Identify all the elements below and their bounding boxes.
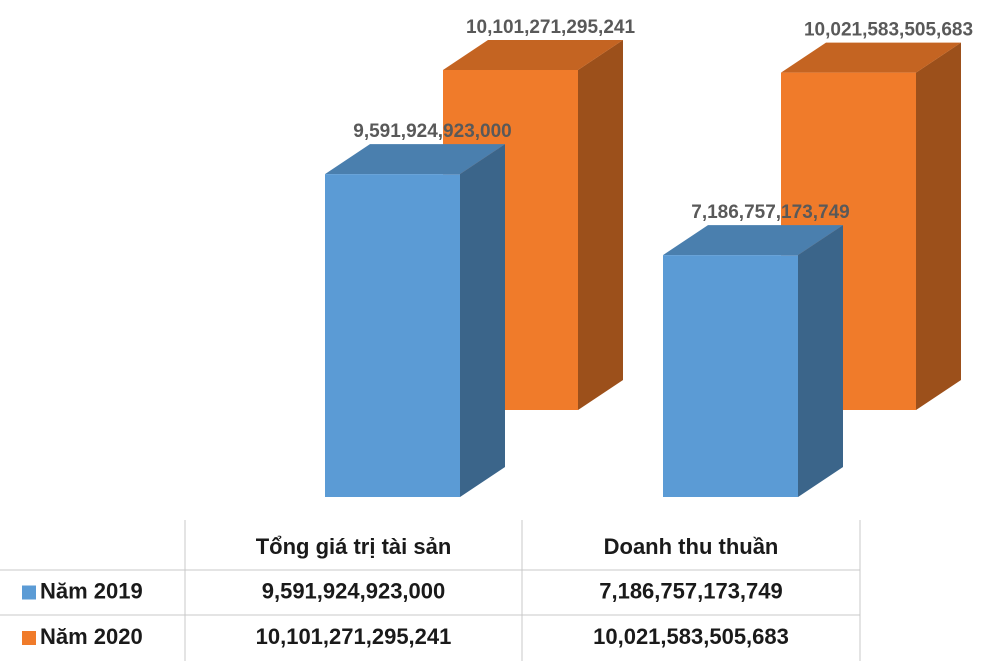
bar-face bbox=[325, 144, 505, 175]
bar-face bbox=[460, 144, 505, 497]
data-label: 9,591,924,923,000 bbox=[353, 121, 512, 142]
bar-face bbox=[781, 42, 961, 73]
legend-swatch bbox=[22, 631, 36, 645]
bar-face bbox=[578, 40, 623, 410]
table-cell: 9,591,924,923,000 bbox=[262, 578, 446, 603]
table-header: Tổng giá trị tài sản bbox=[256, 534, 452, 559]
bar-face bbox=[578, 40, 623, 410]
bar-face bbox=[443, 40, 623, 70]
bar-face bbox=[663, 225, 843, 256]
bar-face bbox=[916, 42, 961, 410]
legend-swatch bbox=[22, 585, 36, 600]
bar-face bbox=[798, 225, 843, 497]
bar-face bbox=[916, 42, 961, 410]
legend-label: Năm 2020 bbox=[40, 624, 143, 649]
table-cell: 10,021,583,505,683 bbox=[593, 624, 789, 649]
table-cell: 10,101,271,295,241 bbox=[256, 624, 452, 649]
bar-face bbox=[798, 225, 843, 497]
bar-face bbox=[325, 174, 460, 497]
bar-face bbox=[443, 40, 623, 70]
bar bbox=[325, 144, 505, 497]
legend-label: Năm 2019 bbox=[40, 578, 143, 603]
bar-face bbox=[663, 255, 798, 497]
table-header: Doanh thu thuần bbox=[604, 534, 779, 559]
bar-face bbox=[460, 144, 505, 497]
data-label: 10,021,583,505,683 bbox=[804, 20, 973, 41]
bar bbox=[663, 225, 843, 497]
bar-face bbox=[781, 42, 961, 73]
bar-face bbox=[325, 144, 505, 175]
data-label: 7,186,757,173,749 bbox=[691, 202, 850, 223]
data-label: 10,101,271,295,241 bbox=[466, 17, 635, 38]
table-cell: 7,186,757,173,749 bbox=[599, 578, 783, 603]
bar-face bbox=[663, 225, 843, 256]
